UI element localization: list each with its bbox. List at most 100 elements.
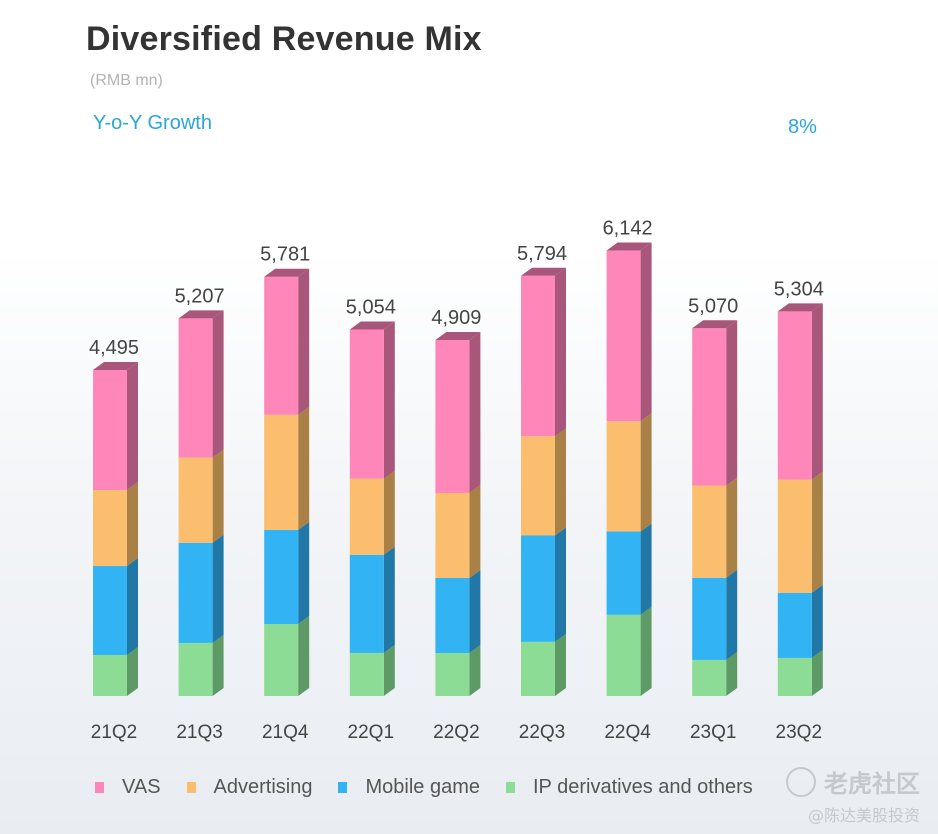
bar-segment-mobile-game [264,529,299,624]
bar-segment-advertising [692,485,727,578]
bar-side-ip-derivatives-and-others [383,644,395,696]
bar-side-vas [726,320,738,486]
bar-segment-vas [777,311,812,480]
bar-total-label: 5,070 [688,295,738,317]
bar-segment-mobile-game [521,535,555,642]
bar-top-cap [178,310,224,319]
bar-segment-ip-derivatives-and-others [692,659,727,696]
x-tick-label: 21Q3 [176,722,222,743]
bar-segment-ip-derivatives-and-others [606,614,641,696]
x-tick-label: 22Q4 [604,722,651,743]
bar-total-label: 5,781 [260,244,310,266]
bar-top-cap [435,331,481,340]
bar-side-ip-derivatives-and-others [469,644,481,696]
bar-side-mobile-game [640,523,652,615]
bar-segment-mobile-game [93,566,127,656]
bar-side-ip-derivatives-and-others [640,606,652,696]
bar-total-label: 6,142 [603,218,653,240]
bar-top-cap [777,303,823,312]
legend-label-ip-derivatives: IP derivatives and others [533,776,753,798]
bar-side-advertising [212,449,224,543]
bar-segment-ip-derivatives-and-others [93,655,127,696]
bar-side-vas [127,362,138,491]
x-tick-label: 21Q4 [262,722,309,743]
yoy-growth-label: Y-o-Y Growth [93,112,212,134]
bar-side-advertising [298,406,310,530]
bar-side-ip-derivatives-and-others [127,647,138,696]
bar-side-mobile-game [555,527,566,642]
bar-total-label: 5,794 [517,243,567,265]
bar-side-mobile-game [726,569,738,660]
unit-label: (RMB mn) [90,72,163,89]
watermark-author: @陈达美股投资 [807,806,920,825]
bar-segment-mobile-game [606,531,641,615]
bar-side-mobile-game [212,534,224,643]
bar-side-advertising [726,477,738,578]
bar-side-ip-derivatives-and-others [212,634,224,696]
x-tick-label: 23Q1 [690,722,736,743]
bar-side-vas [298,268,310,415]
bar-segment-ip-derivatives-and-others [264,623,299,696]
bar-total-label: 5,054 [346,296,396,318]
bar-segment-advertising [178,457,213,543]
bar-segment-vas [178,318,213,458]
bar-segment-vas [435,339,470,494]
bar-side-advertising [127,482,138,567]
bar-side-ip-derivatives-and-others [726,651,738,696]
bar-total-label: 5,304 [774,278,824,300]
legend-swatch-ip-derivatives [506,782,515,793]
bar-side-mobile-game [469,570,481,653]
bar-segment-ip-derivatives-and-others [521,641,555,696]
bar-side-advertising [555,428,566,536]
legend-swatch-advertising [186,782,196,793]
bar-top-cap [93,362,138,370]
bar-segment-advertising [435,493,470,579]
bar-side-mobile-game [298,521,310,624]
bar-side-advertising [811,471,823,593]
x-tick-label: 23Q2 [776,722,822,743]
bar-segment-advertising [606,421,641,532]
bar-total-label: 5,207 [175,285,225,307]
bar-top-cap [264,268,310,277]
bar-segment-vas [521,275,555,437]
bar-side-vas [811,303,823,480]
legend-item-ip-derivatives: IP derivatives and others [506,776,753,799]
x-tick-label: 21Q2 [91,722,137,743]
bar-segment-advertising [349,478,384,555]
bar-side-mobile-game [811,584,823,658]
bar-side-vas [555,267,566,437]
bar-side-advertising [383,470,395,555]
bar-segment-vas [606,250,641,422]
watermark: 老虎社区 [786,764,920,800]
x-tick-label: 22Q1 [348,722,394,743]
bar-segment-ip-derivatives-and-others [435,652,470,696]
legend-item-vas: VAS [95,776,161,799]
legend-item-advertising: Advertising [186,776,313,799]
bar-side-mobile-game [127,558,138,656]
legend: VAS Advertising Mobile game IP derivativ… [95,776,779,799]
bar-side-ip-derivatives-and-others [298,615,310,696]
bar-segment-ip-derivatives-and-others [178,642,213,696]
chart-title: Diversified Revenue Mix [86,20,482,58]
bar-side-vas [212,310,224,458]
bar-side-advertising [640,413,652,532]
bar-side-vas [469,331,481,494]
bar-segment-ip-derivatives-and-others [349,652,384,696]
bar-side-mobile-game [383,546,395,653]
bar-top-cap [606,242,652,251]
bar-side-ip-derivatives-and-others [811,649,823,696]
bar-segment-vas [93,370,127,491]
bar-top-cap [692,320,738,329]
legend-label-advertising: Advertising [213,776,313,798]
legend-item-mobile-game: Mobile game [338,776,480,799]
bar-top-cap [521,267,566,276]
bar-segment-advertising [777,479,812,593]
bar-segment-mobile-game [178,542,213,643]
bar-side-vas [640,242,652,422]
bar-segment-vas [349,329,384,479]
watermark-text: 老虎社区 [824,770,920,798]
bar-segment-mobile-game [349,554,384,653]
bar-side-ip-derivatives-and-others [555,633,566,696]
bar-segment-vas [264,276,299,415]
